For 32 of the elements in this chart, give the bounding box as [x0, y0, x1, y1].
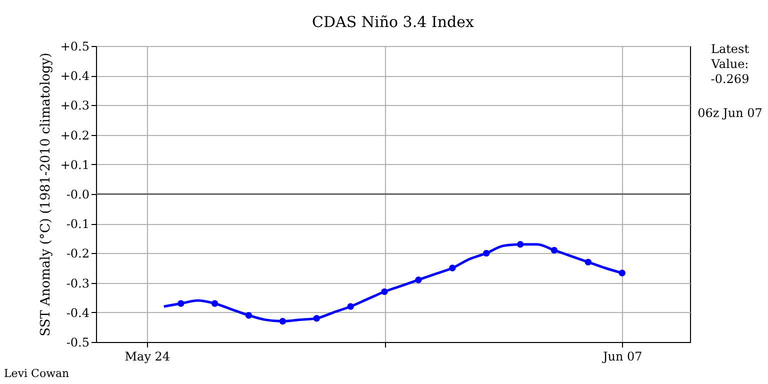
point [245, 312, 252, 319]
y-tick-label: +0.5 [60, 40, 90, 54]
point [482, 250, 490, 257]
y-tick-label: -0.4 [66, 306, 90, 320]
y-tick-label: -0.5 [66, 336, 90, 350]
point [415, 276, 422, 284]
point [381, 288, 388, 296]
y-axis-title: SST Anomaly (°C) (1981-2010 climatology) [38, 52, 54, 336]
x-tick-label: May 24 [124, 350, 170, 364]
point [178, 300, 184, 307]
y-tick-label: -0.3 [66, 276, 90, 290]
x-tick-label: Jun 07 [600, 350, 642, 364]
point [313, 314, 320, 322]
text: Levi Cowan [4, 367, 70, 380]
point [516, 240, 524, 248]
point [550, 246, 558, 254]
y-tick-label: +0.1 [60, 158, 90, 172]
point [618, 270, 626, 276]
point [279, 318, 286, 325]
point [347, 303, 354, 310]
y-tick-label: -0.0 [66, 188, 90, 202]
point [449, 264, 456, 272]
y-tick-label: +0.4 [60, 69, 90, 84]
point [211, 300, 218, 307]
chart-title: CDAS Niño 3.4 Index [312, 13, 474, 31]
text: Latest Value: -0.269 [710, 42, 750, 86]
y-tick-label: -0.2 [66, 246, 90, 261]
text: 06z Jun 07 [698, 106, 762, 120]
y-tick-label: +0.2 [60, 128, 90, 142]
y-tick-label: -0.1 [66, 217, 90, 232]
point [584, 258, 592, 266]
y-tick-label: +0.3 [60, 98, 90, 113]
